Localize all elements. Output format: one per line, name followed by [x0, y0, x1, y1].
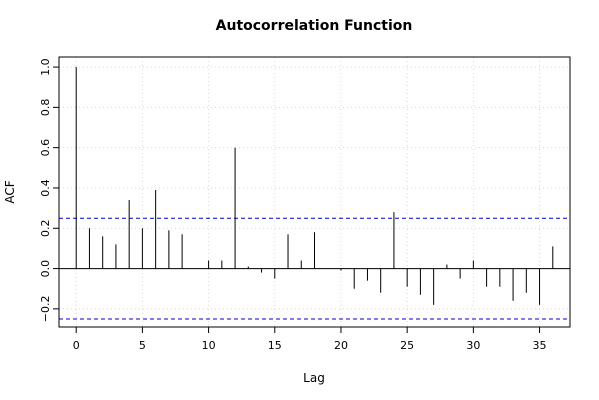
- y-tick-label: 0.8: [39, 99, 52, 117]
- y-tick-label: 0.6: [39, 139, 52, 157]
- x-tick-label: 15: [268, 339, 282, 352]
- x-tick-label: 5: [139, 339, 146, 352]
- x-tick-label: 35: [533, 339, 547, 352]
- x-tick-label: 25: [400, 339, 414, 352]
- confidence-bounds: [59, 217, 570, 320]
- y-tick-label: 0.0: [39, 260, 52, 278]
- x-axis-label: Lag: [303, 371, 325, 385]
- grid: [59, 57, 570, 327]
- y-axis: −0.2 0.0 0.2 0.4 0.6 0.8 1.0: [39, 58, 60, 323]
- x-tick-label: 0: [73, 339, 80, 352]
- acf-bars: [75, 67, 554, 305]
- y-tick-label: −0.2: [39, 296, 52, 323]
- x-tick-label: 20: [334, 339, 348, 352]
- plot-frame: [58, 56, 571, 328]
- chart-title: Autocorrelation Function: [216, 18, 413, 34]
- x-tick-label: 10: [202, 339, 216, 352]
- x-tick-label: 30: [466, 339, 480, 352]
- y-axis-label: ACF: [3, 180, 17, 203]
- x-axis: 0 5 10 15 20 25 30 35: [73, 326, 547, 352]
- y-tick-label: 0.4: [39, 179, 52, 197]
- y-tick-label: 0.2: [39, 220, 52, 238]
- y-tick-label: 1.0: [39, 58, 52, 76]
